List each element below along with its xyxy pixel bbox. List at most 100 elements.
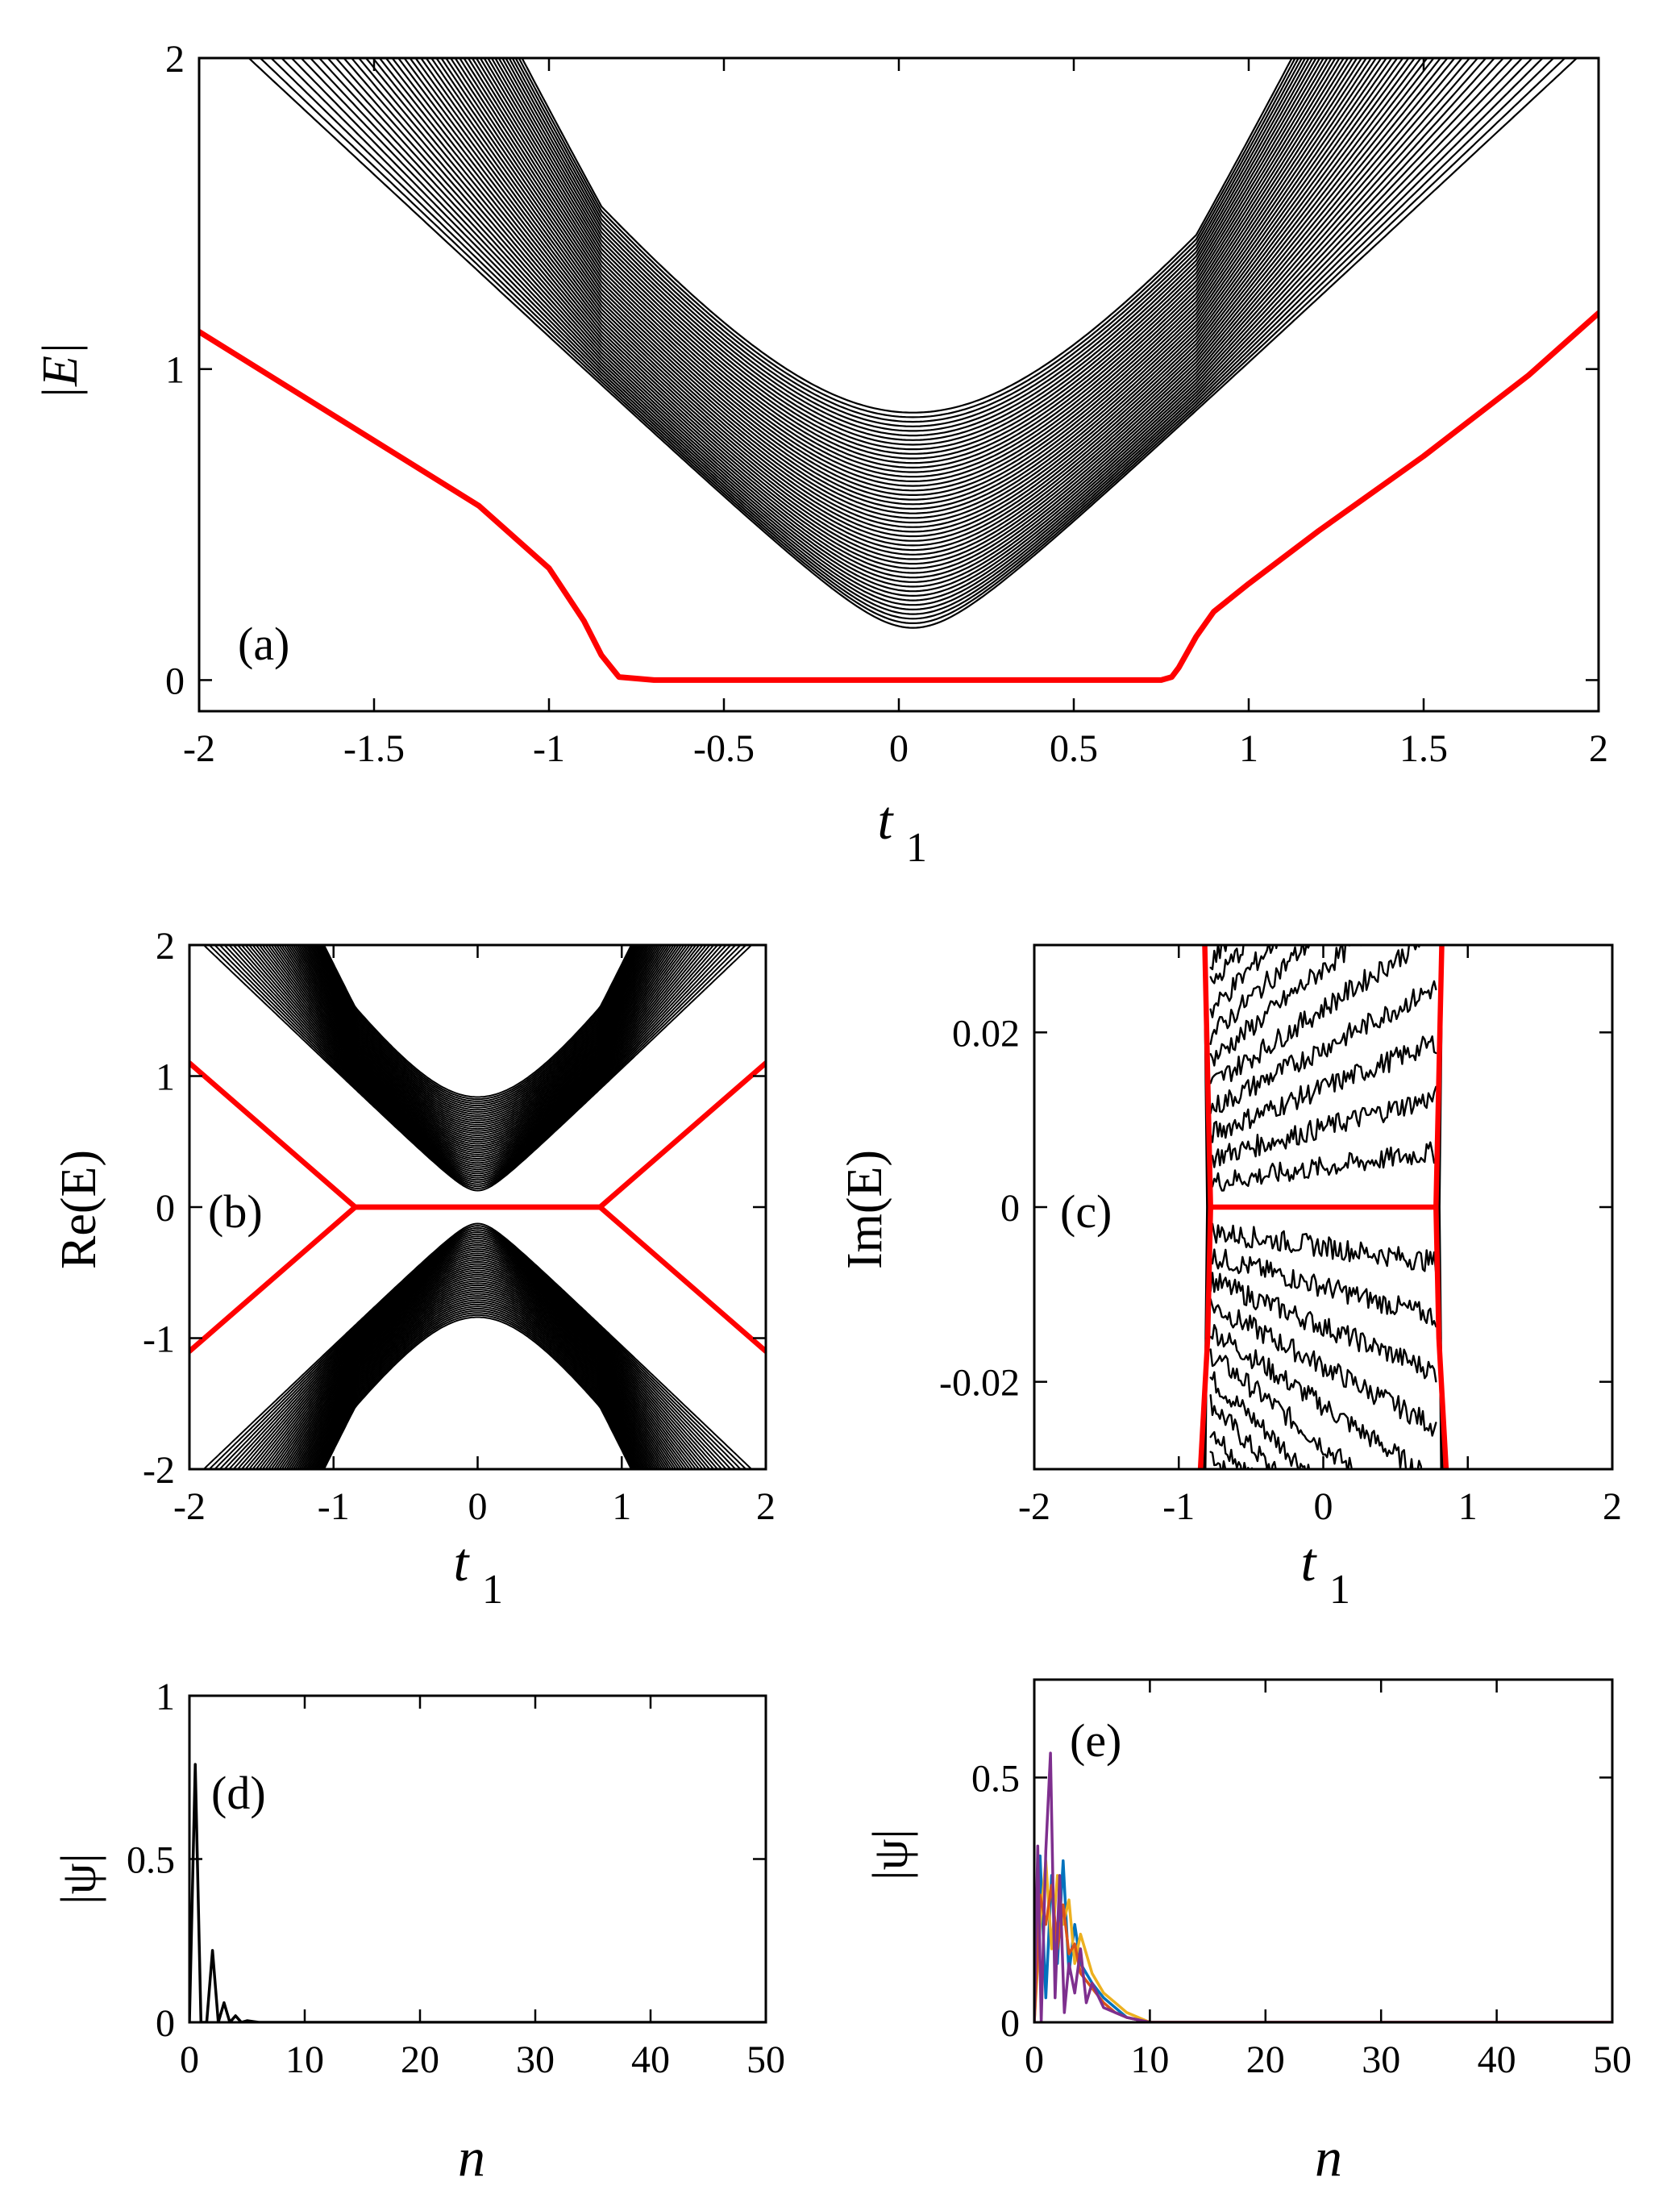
panel-a-bulk-band — [300, 58, 1524, 606]
panel-b-bulk-band — [294, 945, 661, 1135]
panel-b-bulk-band — [304, 945, 651, 1124]
panel-d-xlabel: n — [458, 2126, 485, 2186]
panel-e-xtick-label: 10 — [1130, 2038, 1169, 2081]
panel-a-bulk-band — [444, 58, 1373, 506]
panel-a-bulk-band — [425, 58, 1393, 524]
panel-a-bulk-band — [514, 58, 1300, 423]
panel-d-xtick-label: 10 — [285, 2038, 324, 2081]
panel-b-ytick-label: 0 — [156, 1187, 175, 1230]
panel-a-xtick-label: -2 — [183, 727, 215, 770]
panel-d-ytick-label: 0.5 — [127, 1839, 175, 1882]
panel-b-bulk-band — [240, 945, 715, 1175]
panel-b-bulk-band — [322, 945, 634, 1101]
panel-b-bulk-band — [255, 1248, 701, 1469]
panel-a-bulk-band — [479, 58, 1337, 469]
panel-a-label: (a) — [238, 618, 289, 670]
panel-c-ylabel: Im(E) — [838, 1150, 892, 1269]
panel-b-bulk-band — [292, 945, 663, 1136]
svg-text:1: 1 — [482, 1567, 503, 1613]
panel-a-bulk-band — [397, 58, 1422, 547]
panel-e-xtick-label: 20 — [1246, 2038, 1285, 2081]
panel-b-bulk-band — [240, 1239, 715, 1469]
panel-d-xtick-label: 20 — [401, 2038, 439, 2081]
svg-text:1: 1 — [1329, 1567, 1350, 1613]
panel-b-bulk-band — [318, 1310, 637, 1469]
panel-e-ylabel: |ψ| — [863, 1829, 918, 1880]
panel-b-bulk-band — [296, 1282, 659, 1469]
panel-b-bulk-band — [314, 945, 642, 1111]
panel-c-bulk-band — [1209, 945, 1435, 1085]
panel-b-bulk-band — [309, 1297, 647, 1469]
panel-e-xtick-label: 0 — [1025, 2038, 1044, 2081]
panel-e-ytick-label: 0 — [1000, 2002, 1020, 2045]
panel-a-bulk-band — [449, 58, 1368, 501]
panel-e-xtick-label: 40 — [1478, 2038, 1516, 2081]
panel-d-ylabel: |ψ| — [52, 1853, 106, 1905]
panel-c-xtick-label: 1 — [1458, 1485, 1478, 1528]
panel-b-bulk-band — [301, 1289, 654, 1469]
panel-b-bulk-band — [264, 945, 691, 1160]
svg-text:t: t — [1301, 1531, 1318, 1593]
panel-b-bulk-band — [288, 1273, 667, 1469]
panel-d-xtick-label: 30 — [516, 2038, 555, 2081]
panel-b-bulk-band — [218, 1229, 737, 1469]
panel-b-bulk-band — [306, 945, 650, 1122]
panel-e-data — [1034, 1751, 1612, 2022]
svg-text:1: 1 — [906, 825, 927, 871]
panel-b-bulk-band — [320, 945, 635, 1102]
panel-a-xtick-label: 2 — [1589, 727, 1608, 770]
panel-a-bulk-band — [463, 58, 1354, 487]
panel-b-bulk-band — [315, 945, 640, 1109]
panel-b-bulk-band — [227, 945, 728, 1181]
panel-a-plot-area: -2 -1.5 -1 -0.5 0 0.5 1 1.5 2 0 1 2 — [165, 38, 1608, 770]
panel-a-ytick-label: 2 — [165, 38, 185, 81]
panel-b-bulk-band — [236, 1237, 719, 1469]
panel-c-xlabel: t 1 — [1301, 1531, 1350, 1613]
panel-b-bulk-band — [289, 945, 666, 1139]
panel-b-bulk-band — [208, 945, 747, 1189]
panel-b-bulk-band — [289, 1276, 666, 1469]
panel-e-label: (e) — [1070, 1714, 1121, 1767]
panel-b-xtick-label: 1 — [612, 1485, 631, 1528]
panel-c-ytick-label: 0 — [1000, 1187, 1020, 1230]
panel-b-ytick-label: -2 — [143, 1449, 175, 1492]
panel-b-bulk-band — [223, 1231, 732, 1469]
panel-d-frame — [188, 1694, 767, 2024]
panel-a-bulk-band — [350, 58, 1471, 579]
panel-a-bulk-band — [403, 58, 1416, 542]
panel-b-bulk-band — [285, 1272, 670, 1469]
panel-b-bulk-band — [276, 945, 680, 1151]
panel-c-bulk-band — [1209, 1272, 1437, 1383]
panel-c-edge-state-line — [1202, 945, 1213, 1210]
panel-b-bulk-band — [317, 945, 638, 1106]
panel-a-bulk-band — [505, 58, 1310, 437]
panel-b-bulk-band — [317, 1308, 638, 1469]
panel-a-zero-mode-line — [199, 310, 1599, 683]
panel-d-ytick-label: 1 — [156, 1676, 175, 1718]
panel-a-bulk-band — [372, 58, 1449, 565]
panel-c-bulk-band — [1209, 1371, 1319, 1469]
panel-b-bulk-band — [281, 1267, 675, 1469]
panel-b-bulk-band — [300, 1286, 655, 1469]
panel-b-xtick-label: -2 — [173, 1485, 206, 1528]
panel-a-xtick-label: -0.5 — [693, 727, 755, 770]
panel-a-bulk-band — [335, 58, 1487, 588]
panel-a-bulk-band — [318, 58, 1505, 598]
panel-b-bulk-band — [236, 945, 719, 1177]
panel-b-bulk-band — [292, 1278, 663, 1469]
panel-b-bulk-band — [213, 1226, 742, 1469]
panel-c-bulk-band — [1209, 945, 1362, 1067]
panel-b-xtick-label: 0 — [468, 1485, 488, 1528]
panel-a-bulk-band — [475, 58, 1341, 473]
panel-b-bulk-band — [283, 945, 672, 1145]
panel-c-ytick-label: -0.02 — [939, 1362, 1020, 1405]
panel-a-bulk-band — [391, 58, 1428, 552]
panel-b-bulk-band — [213, 945, 742, 1188]
panel-a-bulk-band — [471, 58, 1345, 478]
panel-c-edge-state-line — [1433, 945, 1445, 1210]
panel-b-bulk-band — [247, 1243, 708, 1469]
panel-a-xtick-label: -1 — [533, 727, 565, 770]
panel-c-xtick-label: -2 — [1018, 1485, 1050, 1528]
panel-e-ytick-label: 0.5 — [971, 1757, 1020, 1800]
panel-b-bulk-band — [252, 1246, 704, 1469]
